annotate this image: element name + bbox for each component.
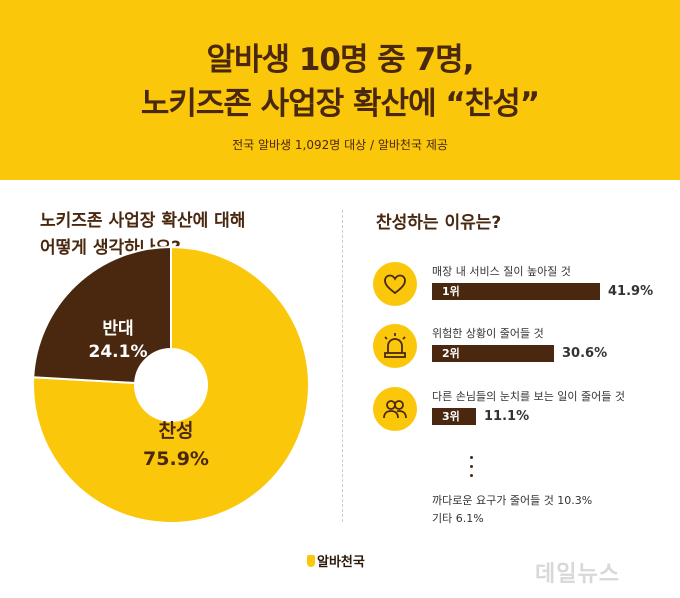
section-divider [342,210,343,522]
reason-value: 30.6% [562,346,608,361]
other-reason: 까다로운 요구가 줄어들 것 10.3% [432,494,593,507]
page-title-line1: 알바생 10명 중 7명, [206,42,475,78]
watermark: 데일뉴스 [535,562,620,587]
donut-slice-agree [32,245,310,524]
reason-bar [432,408,476,425]
right-question: 찬성하는 이유는? [376,213,502,233]
reason-value: 11.1% [484,409,530,424]
rank-label: 2위 [442,347,460,360]
header-banner: 알바생 10명 중 7명, 노키즈존 사업장 확산에 “찬성” 전국 알바생 1… [0,0,680,180]
rank-label: 3위 [442,410,460,423]
ellipsis-dot [470,456,473,459]
reason-label: 위험한 상황이 줄어들 것 [432,327,544,340]
reason-bar [432,345,554,362]
donut-slice-disagree [32,245,172,385]
slice-value: 24.1% [89,342,148,362]
slice-label: 반대 [102,319,133,339]
albachunguk-logo: 알바천국 [307,551,365,570]
slice-value: 75.9% [143,448,209,470]
siren-icon [373,324,417,368]
people-icon [373,387,417,431]
other-reason: 기타 6.1% [432,512,484,525]
page-subtitle: 전국 알바생 1,092명 대상 / 알바천국 제공 [232,138,448,152]
slice-label: 찬성 [159,420,194,442]
ellipsis-dot [470,474,473,477]
reason-label: 매장 내 서비스 질이 높아질 것 [432,265,571,278]
reason-value: 41.9% [608,284,654,299]
logo-text: 알바천국 [317,555,365,570]
reason-label: 다른 손님들의 눈치를 보는 일이 줄어들 것 [432,390,626,403]
left-question-line1: 노키즈존 사업장 확산에 대해 [40,211,246,231]
heart-icon [373,262,417,306]
reason-bar [432,283,600,300]
ellipsis-dot [470,465,473,468]
bee-icon [307,555,315,567]
page-title-line2: 노키즈존 사업장 확산에 “찬성” [140,86,540,122]
rank-label: 1위 [442,285,460,298]
